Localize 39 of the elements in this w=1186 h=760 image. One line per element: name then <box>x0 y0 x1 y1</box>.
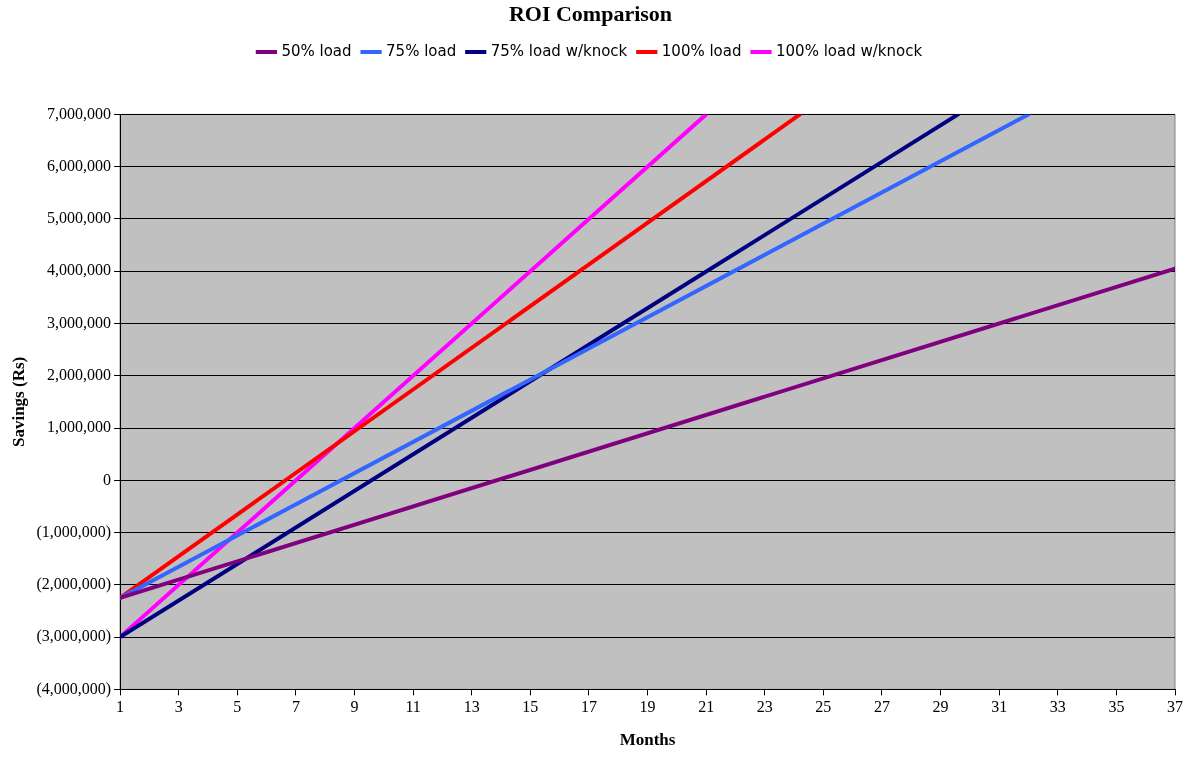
x-tick-label: 15 <box>522 698 539 716</box>
x-tick-label: 5 <box>233 698 242 716</box>
y-tick-label: 5,000,000 <box>47 209 112 227</box>
x-tick-label: 21 <box>698 698 715 716</box>
y-tick-label: (3,000,000) <box>36 627 112 646</box>
x-axis-title: Months <box>619 730 676 750</box>
x-tick-label: 25 <box>815 698 832 716</box>
x-tick-label: 23 <box>756 698 773 716</box>
y-tick-label: 6,000,000 <box>47 156 112 174</box>
legend-label: 100% load <box>661 41 742 60</box>
y-tick-label: 3,000,000 <box>47 313 112 331</box>
y-axis-title: Savings (Rs) <box>8 356 28 448</box>
legend-label: 75% load <box>386 41 457 60</box>
y-tick-label: (2,000,000) <box>36 575 112 594</box>
chart-title: ROI Comparison <box>508 0 673 26</box>
y-tick-label: 1,000,000 <box>47 418 112 436</box>
legend-label: 100% load w/knock <box>776 41 923 60</box>
x-tick-label: 35 <box>1108 698 1125 716</box>
x-tick-label: 29 <box>932 698 949 716</box>
x-tick-label: 33 <box>1049 698 1066 716</box>
x-tick-label: 17 <box>580 698 597 716</box>
x-tick-label: 27 <box>873 698 890 716</box>
y-tick-label: 7,000,000 <box>47 104 112 122</box>
legend-label: 75% load w/knock <box>490 41 628 60</box>
legend-label: 50% load <box>281 41 352 60</box>
y-tick-label: 0 <box>103 470 112 488</box>
x-tick-label: 1 <box>116 698 125 716</box>
x-tick-label: 3 <box>174 698 183 716</box>
y-tick-label: (1,000,000) <box>36 522 112 541</box>
x-tick-label: 9 <box>350 698 359 716</box>
y-tick-label: 4,000,000 <box>47 261 112 279</box>
x-tick-label: 7 <box>291 698 300 716</box>
x-tick-label: 19 <box>639 698 656 716</box>
y-tick-label: (4,000,000) <box>36 679 112 698</box>
x-tick-label: 37 <box>1167 698 1183 716</box>
y-tick-label: 2,000,000 <box>47 365 112 383</box>
x-tick-label: 13 <box>463 698 480 716</box>
x-tick-label: 11 <box>405 698 421 716</box>
x-tick-label: 31 <box>991 698 1008 716</box>
